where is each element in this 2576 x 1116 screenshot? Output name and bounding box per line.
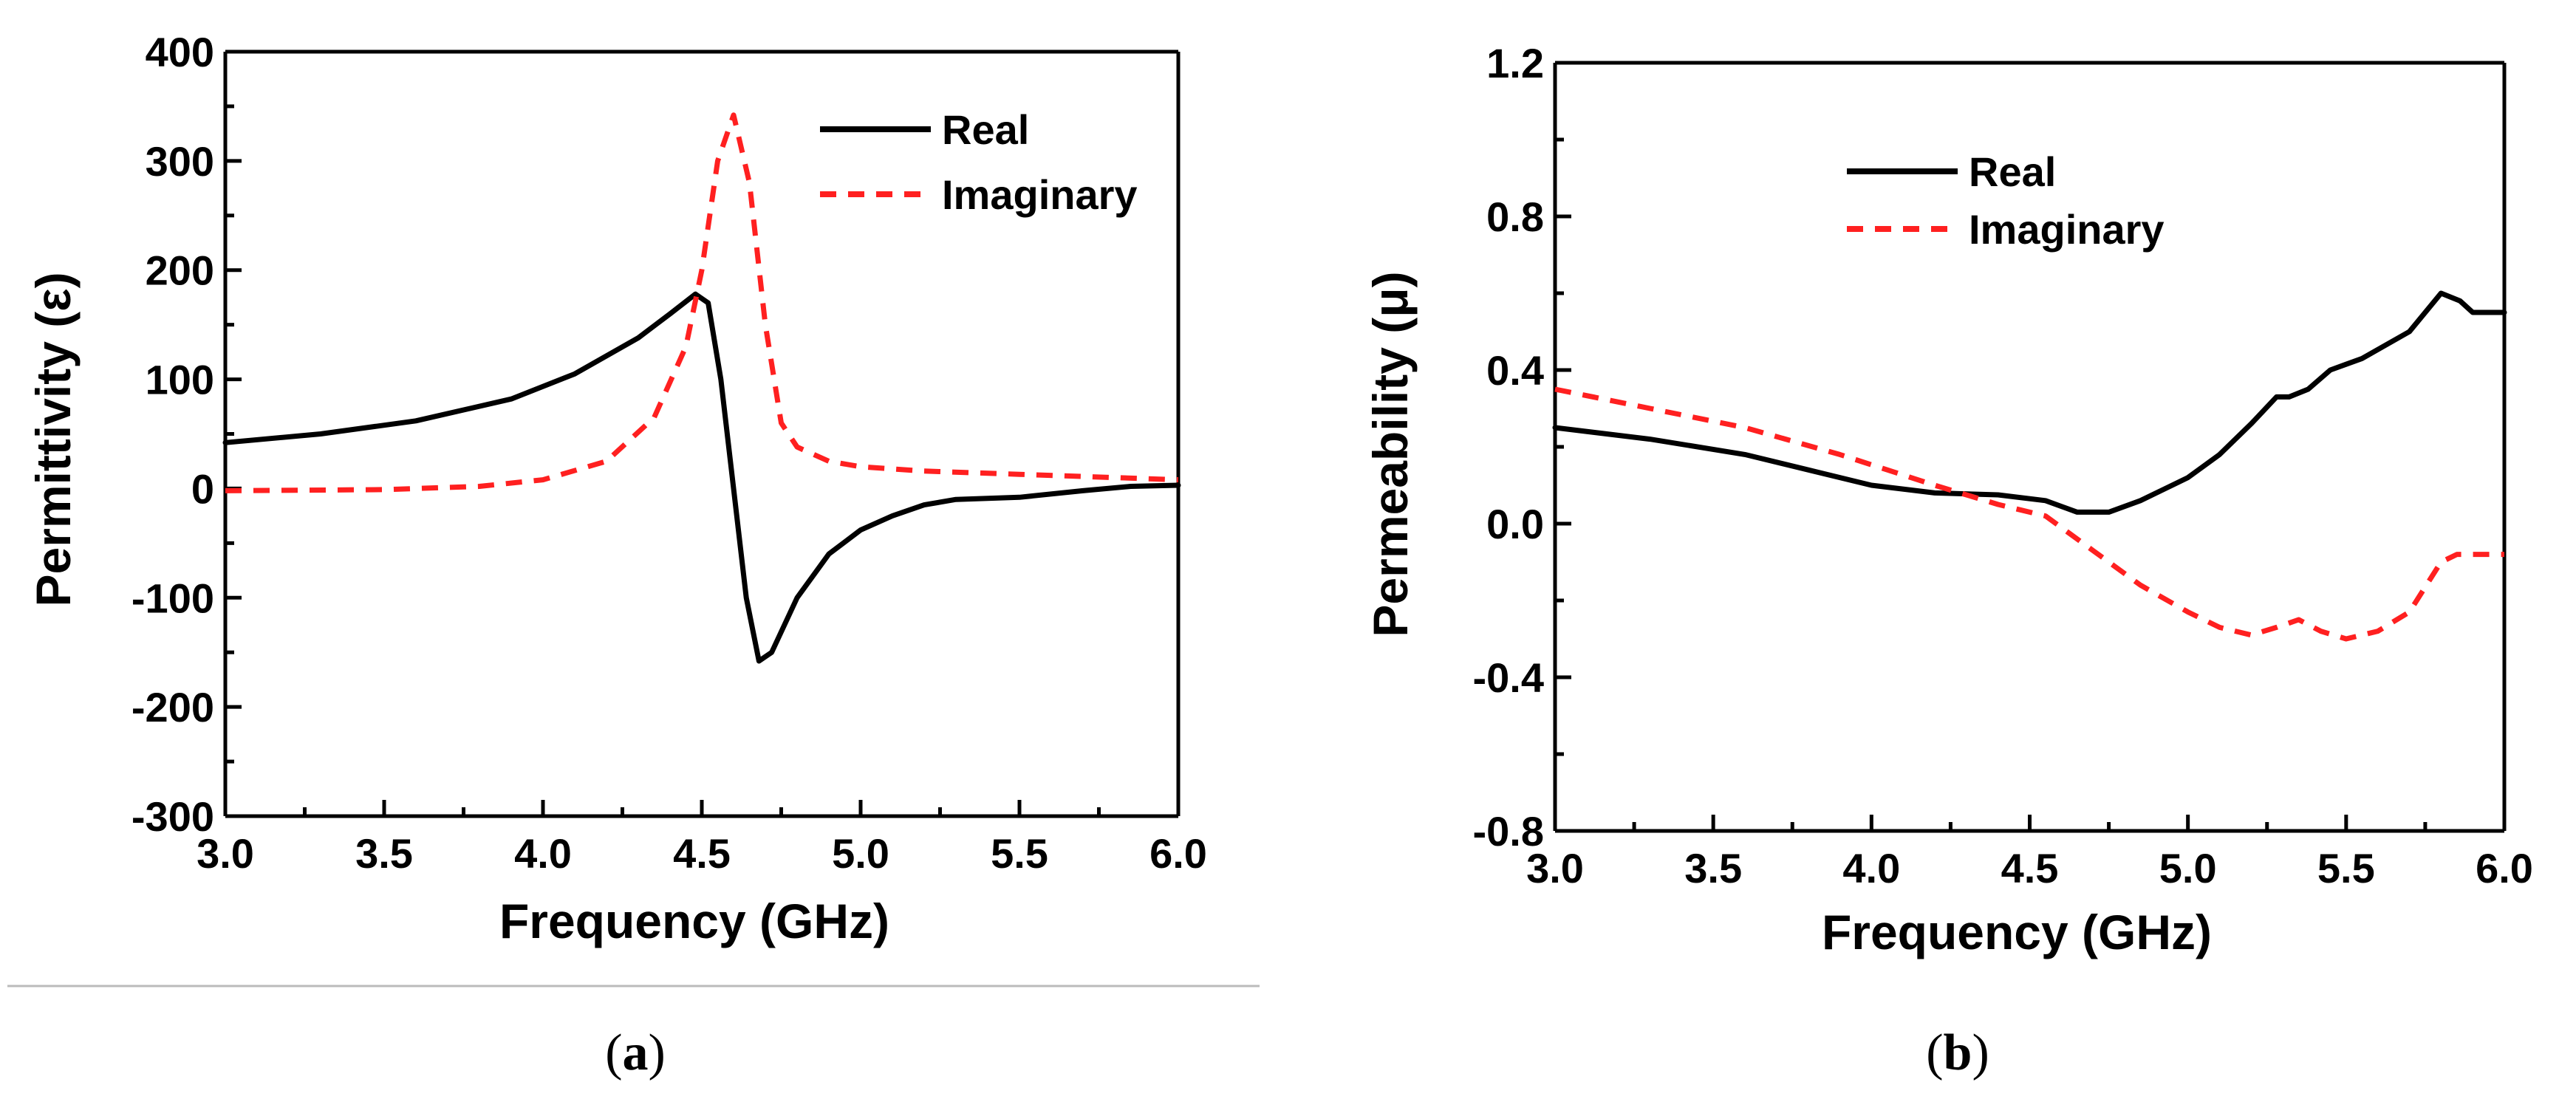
panel-b-x-tick-label: 5.0 bbox=[2159, 845, 2217, 891]
panel-b-legend-label-imaginary: Imaginary bbox=[1969, 206, 2165, 253]
panel-a-x-tick-label: 5.0 bbox=[832, 830, 889, 877]
panel-a-x-tick-label: 4.0 bbox=[514, 830, 572, 877]
panel-a-caption: (a) bbox=[605, 1024, 666, 1081]
panel-a-y-tick-label: 300 bbox=[146, 138, 214, 185]
panel-a-legend-label-imaginary: Imaginary bbox=[942, 171, 1138, 218]
panel-b-plot-area: 3.0 3.5 4.0 4.5 5.0 5.5 6.0 -0.8 -0.4 0.0 0.4 0.8 1.… bbox=[1473, 40, 2533, 891]
panel-b-y-tick-label: 0.4 bbox=[1486, 347, 1544, 394]
panel-a-y-tick-label: -100 bbox=[131, 575, 214, 621]
panel-a-x-tick-label: 3.5 bbox=[355, 830, 413, 877]
panel-a-xlabel: Frequency (GHz) bbox=[499, 894, 889, 948]
panel-b-series-real bbox=[1552, 290, 2507, 515]
panel-a-y-tick-label: 200 bbox=[146, 247, 214, 294]
panel-b-y-tick-label: -0.8 bbox=[1473, 808, 1545, 855]
panel-a-series-imaginary bbox=[225, 112, 1179, 493]
panel-b: Permeability (μ) Frequency (GHz) 3.0 3.5 4… bbox=[1363, 40, 2533, 1081]
panel-a-caption-letter: a bbox=[623, 1024, 649, 1081]
panel-b-xlabel: Frequency (GHz) bbox=[1822, 905, 2212, 959]
panel-a: Permittivity (ε) Frequency (GHz) 3.0 3.5 4… bbox=[7, 29, 1260, 1081]
panel-b-x-tick-label: 4.0 bbox=[1842, 845, 1900, 891]
panel-a-ylabel: Permittivity (ε) bbox=[26, 272, 81, 606]
panel-b-y-tick-label: 0.0 bbox=[1486, 501, 1544, 547]
panel-a-x-tick-label: 6.0 bbox=[1149, 830, 1207, 877]
panel-a-series-real bbox=[222, 291, 1181, 664]
panel-a-legend-label-real: Real bbox=[942, 106, 1029, 153]
panel-b-y-tick-label: -0.4 bbox=[1473, 654, 1545, 701]
panel-b-y-tick-label: 0.8 bbox=[1486, 194, 1544, 240]
panel-b-x-tick-label: 5.5 bbox=[2317, 845, 2375, 891]
panel-a-y-tick-label: 100 bbox=[146, 357, 214, 403]
panel-b-x-tick-label: 4.5 bbox=[2001, 845, 2059, 891]
panel-a-y-tick-label: 0 bbox=[191, 465, 214, 512]
panel-a-plot-area: 3.0 3.5 4.0 4.5 5.0 5.5 6.0 -300 -200 -100 0 100 200… bbox=[131, 29, 1207, 877]
panel-a-x-tick-label: 3.0 bbox=[197, 830, 254, 877]
panel-a-y-tick-label: -200 bbox=[131, 684, 214, 730]
panel-b-x-tick-label: 6.0 bbox=[2476, 845, 2533, 891]
panel-a-y-tick-label: 400 bbox=[146, 29, 214, 75]
panel-a-y-tick-label: -300 bbox=[131, 793, 214, 840]
panel-b-series-imaginary bbox=[1554, 386, 2504, 642]
panel-a-x-tick-label: 5.5 bbox=[991, 830, 1048, 877]
panel-b-x-tick-label: 3.0 bbox=[1526, 845, 1584, 891]
panel-b-ylabel: Permeability (μ) bbox=[1363, 271, 1418, 637]
panel-a-x-tick-label: 4.5 bbox=[673, 830, 731, 877]
panel-b-caption: (b) bbox=[1926, 1024, 1989, 1081]
panel-b-y-tick-label: 1.2 bbox=[1486, 40, 1544, 86]
panel-b-x-tick-label: 3.5 bbox=[1684, 845, 1742, 891]
panel-b-legend-label-real: Real bbox=[1969, 148, 2056, 195]
panel-b-caption-letter: b bbox=[1944, 1024, 1972, 1081]
